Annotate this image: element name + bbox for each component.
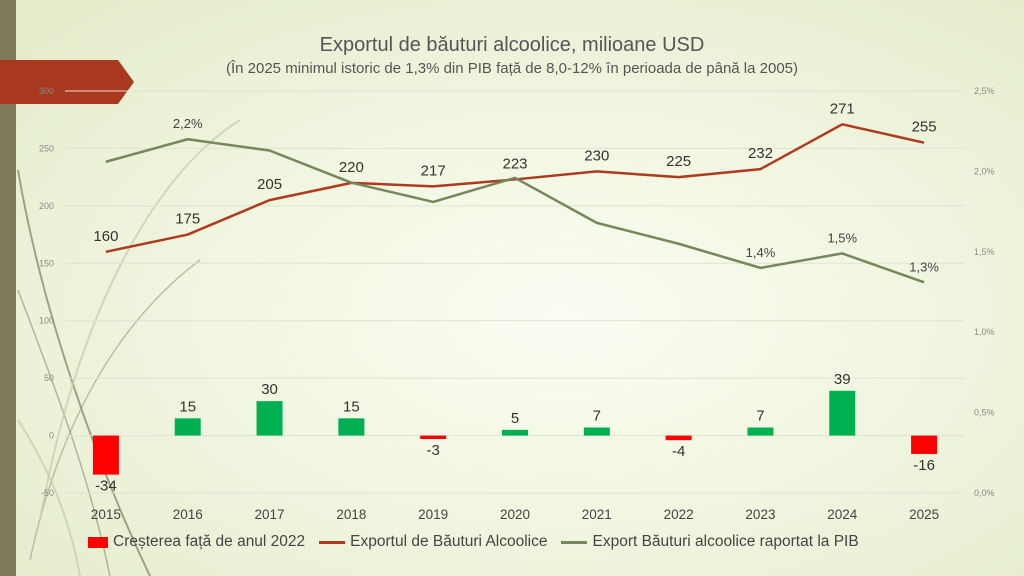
y-right-tick-label: 2,5% xyxy=(974,86,995,96)
legend-swatch-gdp xyxy=(561,540,588,544)
x-tick-label: 2019 xyxy=(418,507,448,522)
x-tick-label: 2022 xyxy=(664,507,694,522)
bar-2015 xyxy=(92,435,119,475)
y-left-tick-label: 0 xyxy=(49,431,54,441)
bar-2019 xyxy=(420,435,447,440)
export-data-label: 223 xyxy=(502,155,527,172)
export-data-label: 205 xyxy=(257,176,282,193)
bar-data-label: 39 xyxy=(834,371,851,388)
y-left-tick-label: 300 xyxy=(39,86,54,96)
x-tick-label: 2015 xyxy=(91,507,121,522)
bar-data-label: -4 xyxy=(672,443,685,460)
gdp-data-label: 1,5% xyxy=(827,230,857,245)
bar-2023 xyxy=(747,427,774,436)
y-right-tick-label: 0,0% xyxy=(974,488,995,498)
bar-2020 xyxy=(502,429,528,436)
y-left-tick-label: 150 xyxy=(39,258,54,268)
gdp-series-line xyxy=(105,137,925,284)
chart-legend: Creșterea față de anul 2022 Exportul de … xyxy=(88,531,873,553)
gdp-data-label: 1,3% xyxy=(909,259,939,274)
y-right-tick-label: 0,5% xyxy=(974,408,995,418)
y-left-tick-label: 250 xyxy=(39,143,54,153)
legend-swatch-bars xyxy=(88,536,108,548)
bar-data-label: 7 xyxy=(756,408,764,425)
bar-data-label: 15 xyxy=(179,398,196,415)
export-data-label: 232 xyxy=(748,145,773,162)
left-decor-bar xyxy=(0,0,16,576)
export-data-label: 225 xyxy=(666,153,691,170)
legend-swatch-export xyxy=(319,540,346,544)
export-data-label: 271 xyxy=(830,100,855,117)
legend-item-export: Exportul de Băuturi Alcoolice xyxy=(319,533,547,551)
legend-label-bars: Creșterea față de anul 2022 xyxy=(113,533,306,550)
export-data-label: 217 xyxy=(421,162,446,179)
y-right-tick-label: 1,0% xyxy=(974,327,995,337)
gdp-data-label: 2,2% xyxy=(173,116,203,131)
export-data-label: 160 xyxy=(93,228,118,245)
legend-label-gdp: Export Băuturi alcoolice raportat la PIB xyxy=(592,533,859,550)
y-left-tick-label: -50 xyxy=(41,488,54,498)
bar-2021 xyxy=(583,427,610,436)
x-tick-label: 2018 xyxy=(336,507,366,522)
x-tick-label: 2016 xyxy=(173,507,203,522)
export-data-label: 255 xyxy=(912,119,937,136)
chart-title: Exportul de băuturi alcoolice, milioane … xyxy=(319,34,705,56)
bar-data-label: -34 xyxy=(95,478,117,495)
export-data-label: 175 xyxy=(175,211,200,228)
gdp-data-label: 1,4% xyxy=(746,245,776,260)
x-tick-label: 2021 xyxy=(582,507,612,522)
bar-2024 xyxy=(829,390,856,436)
x-tick-label: 2017 xyxy=(255,507,285,522)
y-right-tick-label: 1,5% xyxy=(974,247,995,257)
bar-2016 xyxy=(174,418,201,436)
bar-2022 xyxy=(665,435,692,441)
bar-2025 xyxy=(911,435,938,454)
bar-data-label: 30 xyxy=(261,381,278,398)
x-tick-label: 2025 xyxy=(909,507,939,522)
bar-data-label: 7 xyxy=(593,408,601,425)
x-tick-label: 2023 xyxy=(745,507,775,522)
bar-data-label: 5 xyxy=(511,410,519,427)
y-left-tick-label: 200 xyxy=(39,201,54,211)
bar-data-label: -16 xyxy=(913,457,935,474)
export-series-line xyxy=(105,123,925,254)
bar-data-label: 15 xyxy=(343,398,360,415)
x-tick-label: 2020 xyxy=(500,507,530,522)
y-right-tick-label: 2,0% xyxy=(974,166,995,176)
bar-data-label: -3 xyxy=(427,442,440,459)
export-data-label: 230 xyxy=(584,147,609,164)
bar-2018 xyxy=(338,418,365,436)
legend-label-export: Exportul de Băuturi Alcoolice xyxy=(350,533,548,550)
x-tick-label: 2024 xyxy=(827,507,858,522)
legend-item-bars: Creșterea față de anul 2022 xyxy=(88,533,305,551)
bar-2017 xyxy=(256,401,283,436)
export-data-label: 220 xyxy=(339,159,364,176)
title-banner-arrow xyxy=(0,60,134,104)
y-left-tick-label: 50 xyxy=(44,373,54,383)
y-left-tick-label: 100 xyxy=(39,316,54,326)
chart-subtitle: (În 2025 minimul istoric de 1,3% din PIB… xyxy=(225,60,799,77)
legend-item-gdp: Export Băuturi alcoolice raportat la PIB xyxy=(561,533,859,551)
